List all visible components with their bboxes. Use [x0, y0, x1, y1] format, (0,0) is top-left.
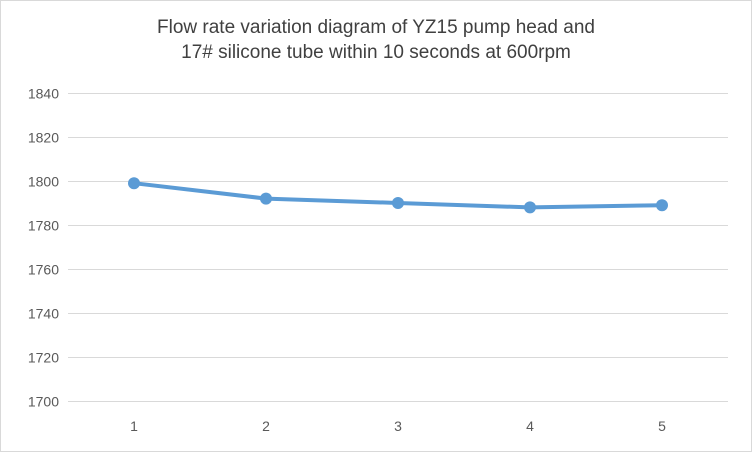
x-tick-label: 2 — [262, 418, 270, 434]
y-tick-label: 1700 — [28, 394, 59, 410]
x-tick-label: 3 — [394, 418, 402, 434]
chart-title: Flow rate variation diagram of YZ15 pump… — [1, 15, 751, 65]
y-tick-label: 1740 — [28, 306, 59, 322]
x-axis-tick-labels: 1 2 3 4 5 — [130, 418, 666, 434]
data-point — [392, 197, 404, 209]
gridlines — [68, 93, 728, 402]
series-layer — [128, 177, 668, 214]
y-tick-label: 1720 — [28, 350, 59, 366]
y-tick-label: 1760 — [28, 262, 59, 278]
y-tick-label: 1840 — [28, 86, 59, 102]
data-point — [128, 177, 140, 190]
x-tick-label: 5 — [658, 418, 666, 434]
y-tick-label: 1820 — [28, 130, 59, 146]
y-axis-tick-labels: 1700 1720 1740 1760 1780 1800 1820 1840 — [28, 86, 59, 410]
chart-title-line-1: Flow rate variation diagram of YZ15 pump… — [157, 17, 595, 38]
data-point — [656, 199, 668, 212]
data-point — [260, 192, 272, 205]
x-tick-label: 4 — [526, 418, 534, 434]
chart-title-line-2: 17# silicone tube within 10 seconds at 6… — [181, 42, 571, 63]
y-tick-label: 1800 — [28, 174, 59, 190]
data-point — [524, 201, 536, 214]
x-tick-label: 1 — [130, 418, 138, 434]
y-tick-label: 1780 — [28, 218, 59, 234]
